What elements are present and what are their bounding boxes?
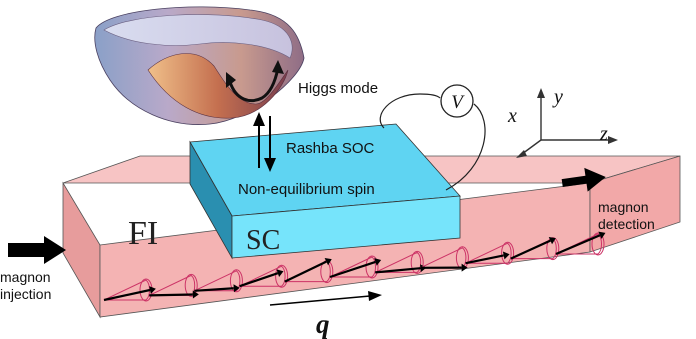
fi-label: FI — [128, 215, 158, 252]
magnon-spin-icon — [148, 273, 199, 299]
magnon-spin-icon — [420, 246, 469, 272]
wavevector-arrow — [269, 291, 382, 306]
injection-label-line1: magnon — [0, 269, 51, 285]
magnon-spin-icon — [510, 236, 560, 261]
coupling-arrows — [253, 112, 276, 172]
injection-arrow-icon — [8, 236, 66, 264]
detection-label-line2: detection — [598, 216, 655, 232]
magnon-spin-icon — [103, 278, 156, 302]
sc-block — [189, 123, 461, 260]
axis-x-label: x — [507, 105, 517, 127]
magnon-spin-icon — [329, 255, 382, 279]
rashba-label: Rashba SOC — [286, 140, 375, 157]
sc-front-face — [231, 195, 461, 259]
axis-y-label: y — [552, 86, 563, 108]
magnon-spin-icon — [239, 264, 289, 288]
voltmeter-icon — [440, 84, 474, 118]
sc-label: SC — [246, 225, 280, 256]
magnon-spin-layer — [103, 231, 606, 302]
fi-left-face — [62, 181, 101, 319]
detection-arrow-icon — [561, 167, 606, 192]
voltmeter-label: V — [451, 92, 465, 113]
magnon-spin-icon — [555, 231, 606, 256]
wavevector-label: q — [316, 309, 330, 339]
magnon-spin-icon — [194, 269, 243, 293]
axis-z-label: z — [599, 123, 608, 145]
magnon-spin-icon — [465, 241, 515, 265]
detection-label-line1: magnon — [598, 199, 649, 215]
higgs-potential-icon — [94, 6, 305, 125]
coordinate-axes: y x z — [507, 86, 618, 158]
fi-right-face — [589, 155, 681, 253]
voltmeter-circuit: V — [379, 84, 486, 191]
noneq-label: Non-equilibrium spin — [238, 181, 375, 198]
higgs-label: Higgs mode — [298, 80, 378, 97]
injection-label-line2: injection — [0, 286, 51, 302]
magnon-spin-icon — [284, 258, 334, 284]
